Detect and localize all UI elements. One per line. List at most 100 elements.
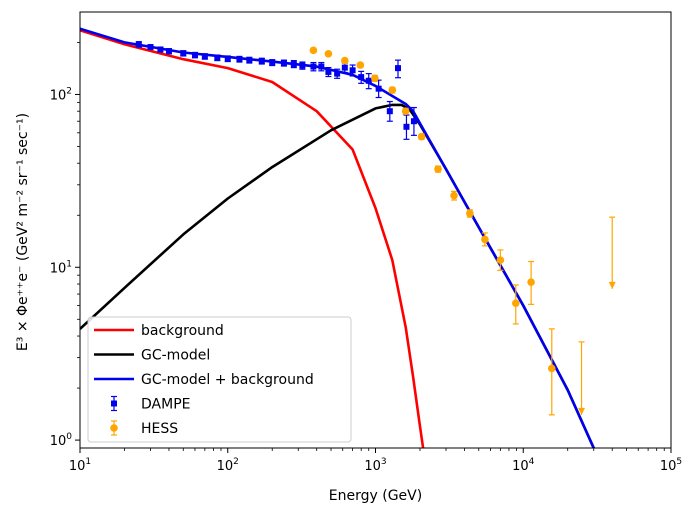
hess-point bbox=[481, 232, 489, 247]
x-axis-label: Energy (GeV) bbox=[329, 488, 422, 504]
x-tick-label: 104 bbox=[512, 457, 535, 474]
hess-point bbox=[608, 216, 616, 289]
dampe-marker bbox=[318, 63, 325, 70]
dampe-point bbox=[201, 53, 208, 60]
dampe-marker bbox=[341, 64, 348, 71]
dampe-marker bbox=[386, 108, 393, 115]
dampe-marker bbox=[214, 54, 221, 61]
dampe-marker bbox=[290, 61, 297, 68]
dampe-point bbox=[236, 55, 243, 63]
hess-point bbox=[466, 209, 474, 218]
dampe-point bbox=[157, 46, 164, 53]
dampe-point bbox=[403, 114, 410, 140]
hess-marker bbox=[417, 132, 426, 141]
x-tick-label: 102 bbox=[217, 457, 239, 474]
hess-marker bbox=[511, 299, 520, 307]
x-tick-label: 103 bbox=[364, 457, 386, 474]
dampe-marker bbox=[334, 70, 341, 77]
dampe-point bbox=[395, 59, 402, 79]
dampe-point bbox=[299, 61, 306, 70]
hess-marker bbox=[401, 107, 410, 116]
dampe-point bbox=[246, 56, 253, 64]
dampe-marker bbox=[269, 59, 276, 66]
y-axis-label: E³ × Φe⁺⁺e⁻ (GeV² m⁻² sr⁻¹ sec⁻¹) bbox=[15, 113, 31, 351]
dampe-marker bbox=[147, 44, 154, 51]
dampe-marker bbox=[224, 55, 231, 62]
legend-label: GC-model bbox=[141, 348, 210, 364]
dampe-point bbox=[191, 51, 198, 59]
dampe-point bbox=[325, 67, 332, 78]
dampe-marker bbox=[410, 118, 417, 125]
hess-point bbox=[324, 49, 333, 58]
hess-marker bbox=[496, 256, 505, 264]
hess-marker bbox=[388, 86, 397, 94]
y-tick-label: 102 bbox=[50, 86, 72, 103]
dampe-point bbox=[365, 73, 372, 90]
hess-marker bbox=[356, 61, 365, 69]
dampe-marker bbox=[191, 52, 198, 59]
dampe-marker bbox=[325, 68, 332, 75]
dampe-marker bbox=[310, 63, 317, 70]
hess-upper-limit-arrow bbox=[608, 281, 616, 289]
dampe-point bbox=[280, 59, 287, 67]
dampe-point bbox=[290, 60, 297, 69]
hess-point bbox=[401, 107, 410, 116]
dampe-marker bbox=[165, 48, 172, 55]
dampe-marker bbox=[246, 57, 253, 64]
dampe-marker bbox=[365, 77, 372, 84]
hess-marker bbox=[324, 49, 333, 58]
hess-point bbox=[450, 190, 458, 201]
hess-marker bbox=[309, 46, 318, 55]
x-tick-label: 101 bbox=[69, 457, 91, 474]
hess-marker bbox=[450, 191, 458, 200]
dampe-point bbox=[135, 41, 142, 48]
dampe-point bbox=[334, 68, 341, 79]
dampe-marker bbox=[395, 65, 402, 72]
legend-label: background bbox=[141, 323, 224, 339]
dampe-marker bbox=[135, 41, 142, 48]
hess-marker bbox=[434, 165, 442, 173]
dampe-marker bbox=[358, 74, 365, 81]
legend-marker bbox=[111, 400, 117, 407]
hess-point bbox=[496, 249, 505, 271]
hess-point bbox=[417, 132, 426, 141]
dampe-point bbox=[318, 61, 325, 72]
hess-marker bbox=[371, 74, 379, 83]
legend-label: HESS bbox=[141, 421, 178, 437]
legend-box bbox=[87, 316, 352, 443]
series-line-background bbox=[80, 29, 425, 448]
y-tick-label: 101 bbox=[50, 259, 72, 276]
dampe-marker bbox=[157, 46, 164, 53]
dampe-point bbox=[258, 57, 265, 65]
legend-label: GC-model + background bbox=[141, 372, 314, 388]
dampe-marker bbox=[180, 50, 187, 57]
dampe-marker bbox=[299, 62, 306, 69]
hess-point bbox=[388, 86, 397, 94]
hess-point bbox=[547, 328, 556, 416]
dampe-point bbox=[269, 59, 276, 67]
dampe-point bbox=[214, 54, 221, 62]
dampe-marker bbox=[258, 58, 265, 65]
hess-marker bbox=[481, 235, 489, 244]
dampe-marker bbox=[349, 67, 356, 74]
dampe-marker bbox=[280, 60, 287, 67]
dampe-point bbox=[147, 44, 154, 51]
dampe-point bbox=[165, 48, 172, 55]
dampe-point bbox=[180, 50, 187, 57]
hess-point bbox=[434, 165, 442, 173]
hess-point bbox=[511, 284, 520, 325]
dampe-point bbox=[358, 70, 365, 84]
dampe-point bbox=[386, 100, 393, 122]
hess-point bbox=[341, 56, 349, 65]
legend-marker bbox=[110, 424, 118, 432]
dampe-point bbox=[224, 55, 231, 63]
legend: background GC-model GC-model + background D… bbox=[87, 316, 352, 443]
hess-marker bbox=[547, 364, 556, 373]
hess-marker bbox=[341, 56, 349, 65]
x-tick-label: 105 bbox=[660, 457, 682, 474]
dampe-point bbox=[410, 106, 417, 136]
dampe-point bbox=[310, 61, 317, 72]
y-tick-label: 100 bbox=[50, 432, 73, 449]
hess-upper-limit-arrow bbox=[578, 407, 586, 415]
